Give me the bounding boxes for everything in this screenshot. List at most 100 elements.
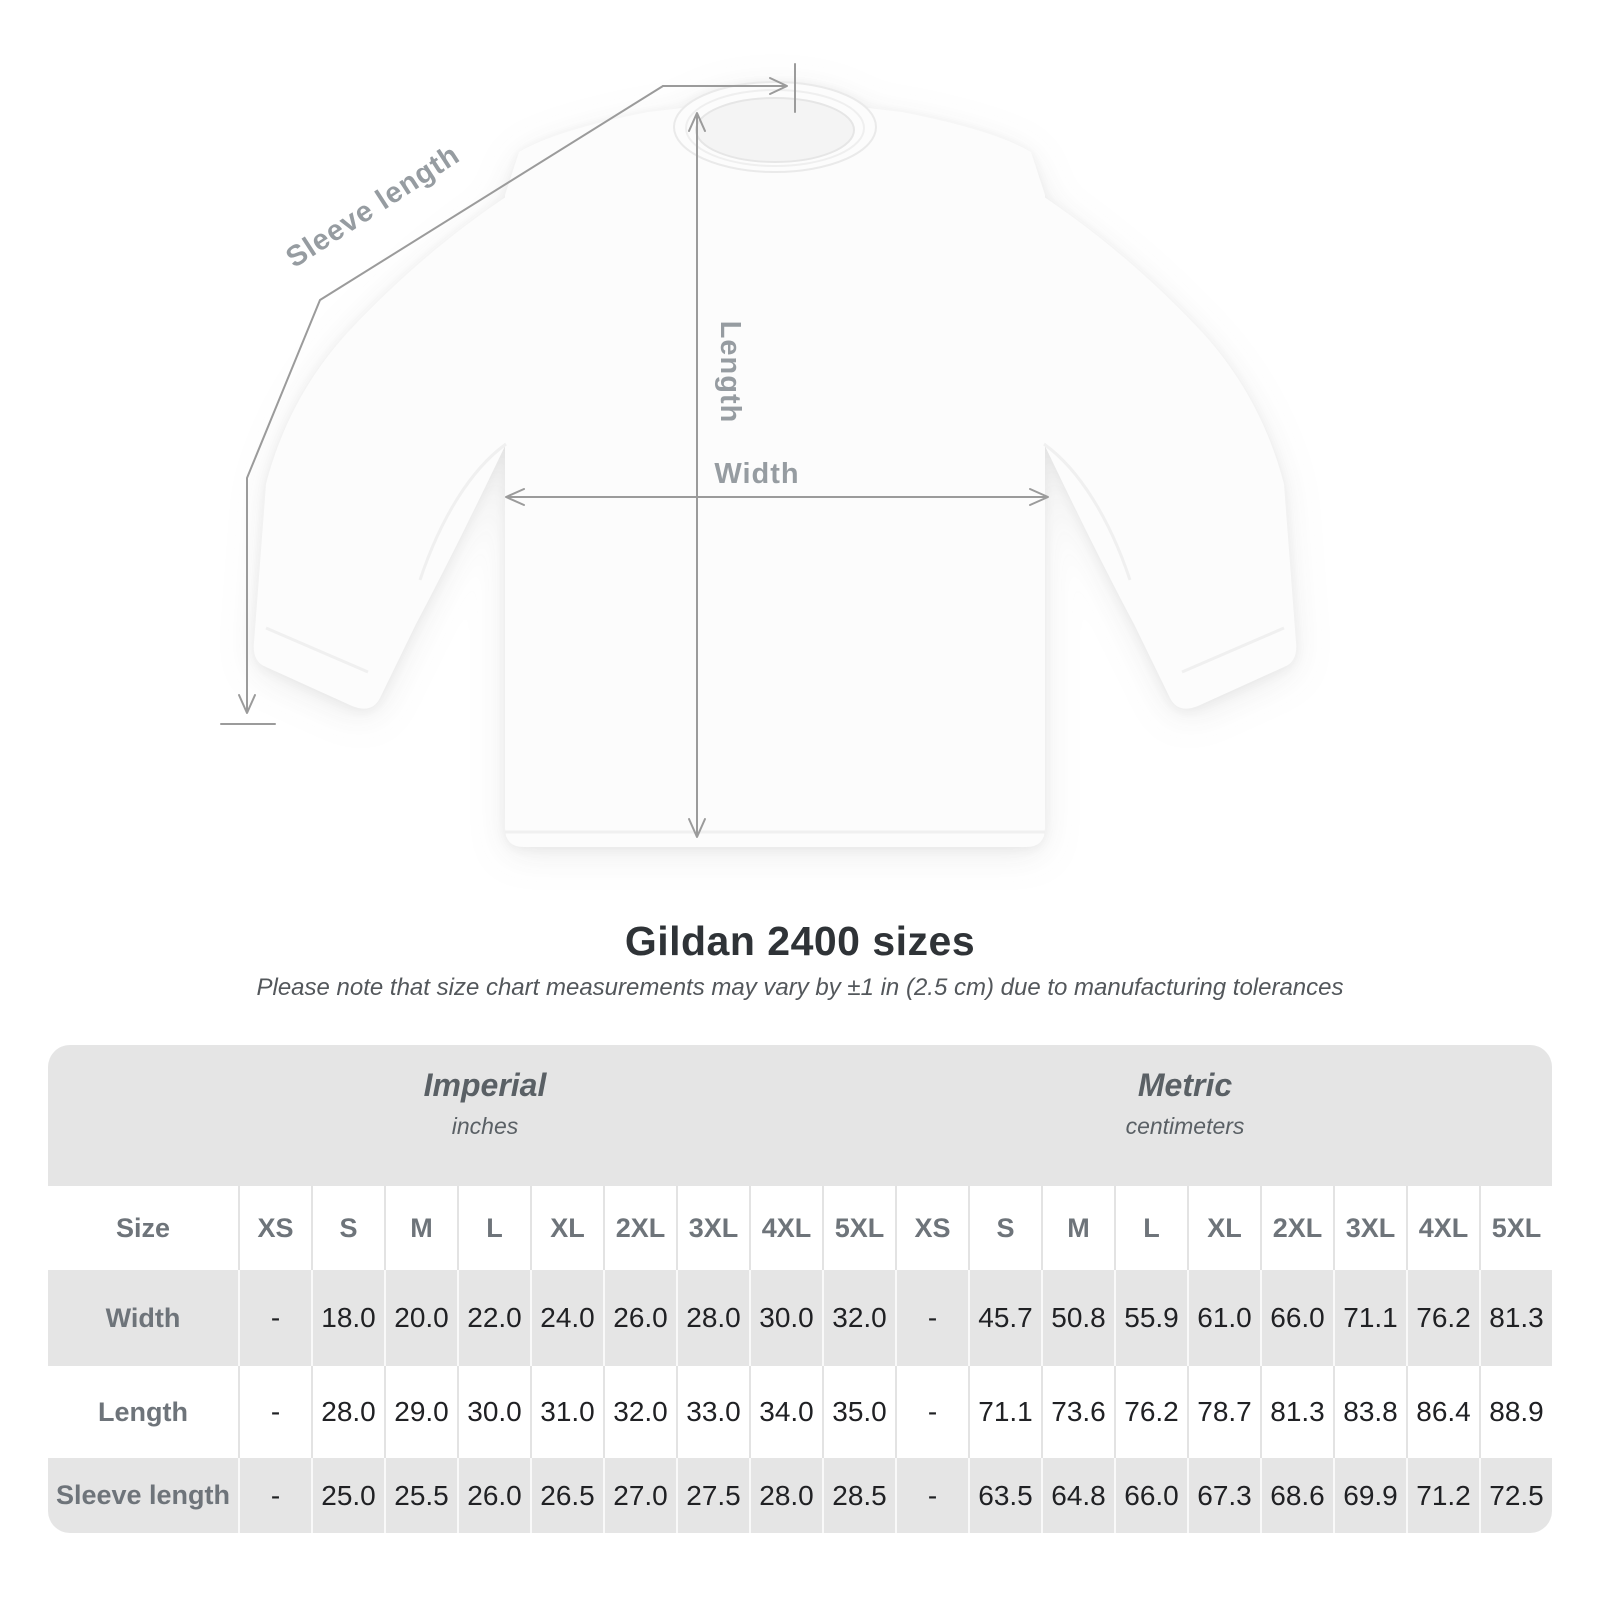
table-cell: 83.8: [1335, 1366, 1408, 1458]
table-cell: 26.5: [532, 1458, 605, 1533]
size-header-cell: 2XL: [605, 1186, 678, 1270]
table-cell: 69.9: [1335, 1458, 1408, 1533]
table-cell: 30.0: [459, 1366, 532, 1458]
sleeve-diagonal-line: [246, 85, 664, 711]
shirt-collar-stitch: [685, 89, 865, 167]
imperial-unit: inches: [451, 1113, 519, 1139]
table-cell: 67.3: [1189, 1458, 1262, 1533]
table-cell: 64.8: [1043, 1458, 1116, 1533]
size-table: Imperial inches Metric centimeters Size …: [48, 1045, 1552, 1533]
table-cell: 28.5: [824, 1458, 897, 1533]
table-cell: 45.7: [970, 1270, 1043, 1366]
table-cell: 25.0: [313, 1458, 386, 1533]
row-label-cell: Width: [48, 1270, 240, 1366]
table-cell: 29.0: [386, 1366, 459, 1458]
size-header-cell: L: [459, 1186, 532, 1270]
table-cell: 25.5: [386, 1458, 459, 1533]
table-cell: 20.0: [386, 1270, 459, 1366]
table-cell: 78.7: [1189, 1366, 1262, 1458]
table-cell: 66.0: [1262, 1270, 1335, 1366]
width-measure: [505, 488, 1049, 506]
table-cell: -: [240, 1458, 313, 1533]
width-label: Width: [714, 458, 799, 490]
size-header-cell: S: [970, 1186, 1043, 1270]
table-cell: -: [897, 1366, 970, 1458]
table-cell: 63.5: [970, 1458, 1043, 1533]
size-header-cell: 4XL: [1408, 1186, 1481, 1270]
table-cell: 71.1: [970, 1366, 1043, 1458]
shirt-sleeve-right: [858, 112, 1297, 709]
table-cell: 33.0: [678, 1366, 751, 1458]
table-cell: 32.0: [824, 1270, 897, 1366]
width-row: Width - 18.0 20.0 22.0 24.0 26.0 28.0 30…: [48, 1270, 1552, 1366]
width-arrow-left: [505, 488, 525, 506]
length-arrow-down: [688, 818, 706, 838]
table-cell: 27.0: [605, 1458, 678, 1533]
table-cell: -: [240, 1270, 313, 1366]
table-cell: 30.0: [751, 1270, 824, 1366]
table-cell: 76.2: [1116, 1366, 1189, 1458]
table-cell: 71.1: [1335, 1270, 1408, 1366]
measurement-lines: [220, 63, 1049, 838]
size-header-cell: 2XL: [1262, 1186, 1335, 1270]
table-cell: 73.6: [1043, 1366, 1116, 1458]
shirt-illustration: [253, 81, 1297, 847]
page-subtitle: Please note that size chart measurements…: [256, 974, 1344, 1001]
sleeve-length-row: Sleeve length - 25.0 25.5 26.0 26.5 27.0…: [48, 1458, 1552, 1533]
table-cell: 71.2: [1408, 1458, 1481, 1533]
size-header-cell: 3XL: [678, 1186, 751, 1270]
size-header-cell: 5XL: [1491, 1212, 1542, 1243]
table-cell: -: [897, 1270, 970, 1366]
table-cell: 81.3: [1262, 1366, 1335, 1458]
size-header-cell: XS: [897, 1186, 970, 1270]
sleeve-arrow-down: [238, 694, 256, 714]
table-cell: 50.8: [1043, 1270, 1116, 1366]
table-cell: 76.2: [1408, 1270, 1481, 1366]
size-header-cell: M: [1043, 1186, 1116, 1270]
imperial-label: Imperial: [423, 1067, 547, 1103]
table-cell: 34.0: [751, 1366, 824, 1458]
metric-label: Metric: [1137, 1067, 1233, 1103]
table-cell: 35.0: [824, 1366, 897, 1458]
table-cell: 24.0: [532, 1270, 605, 1366]
table-cell: 61.0: [1189, 1270, 1262, 1366]
sleeve-arrow-right: [769, 77, 788, 95]
table-cell: 72.5: [1489, 1479, 1544, 1511]
corner-header-cell: Size: [48, 1186, 240, 1270]
table-cell: 66.0: [1116, 1458, 1189, 1533]
shirt-body: [505, 107, 1045, 847]
size-header-cell: 3XL: [1335, 1186, 1408, 1270]
table-cell: 26.0: [459, 1458, 532, 1533]
table-cell: 86.4: [1408, 1366, 1481, 1458]
table-cell: 22.0: [459, 1270, 532, 1366]
table-cell: 28.0: [678, 1270, 751, 1366]
width-arrow-right: [1029, 488, 1049, 506]
size-header-cell: XL: [532, 1186, 605, 1270]
table-cell: -: [897, 1458, 970, 1533]
row-label-cell: Sleeve length: [48, 1458, 240, 1533]
metric-group-header: Metric centimeters: [1126, 1067, 1245, 1140]
length-label: Length: [714, 321, 746, 424]
size-header-cell: L: [1116, 1186, 1189, 1270]
shirt-sleeve-left: [253, 112, 692, 709]
table-cell: -: [240, 1366, 313, 1458]
size-header-cell: S: [313, 1186, 386, 1270]
table-cell: 31.0: [532, 1366, 605, 1458]
size-header-cell: M: [386, 1186, 459, 1270]
size-header-cell: XS: [240, 1186, 313, 1270]
length-measure: [688, 112, 706, 838]
table-cell: 28.0: [313, 1366, 386, 1458]
length-row: Length - 28.0 29.0 30.0 31.0 32.0 33.0 3…: [48, 1366, 1552, 1458]
imperial-group-header: Imperial inches: [424, 1067, 547, 1140]
table-cell: 55.9: [1116, 1270, 1189, 1366]
size-header-cell: XL: [1189, 1186, 1262, 1270]
table-cell: 68.6: [1262, 1458, 1335, 1533]
table-cell: 26.0: [605, 1270, 678, 1366]
size-header-cell: 5XL: [824, 1186, 897, 1270]
table-cell: 27.5: [678, 1458, 751, 1533]
shirt-seams: [265, 442, 1285, 834]
table-cell: 28.0: [751, 1458, 824, 1533]
size-header-row: Size XS S M L XL 2XL 3XL 4XL 5XL XS S M …: [48, 1186, 1552, 1270]
row-label-cell: Length: [48, 1366, 240, 1458]
